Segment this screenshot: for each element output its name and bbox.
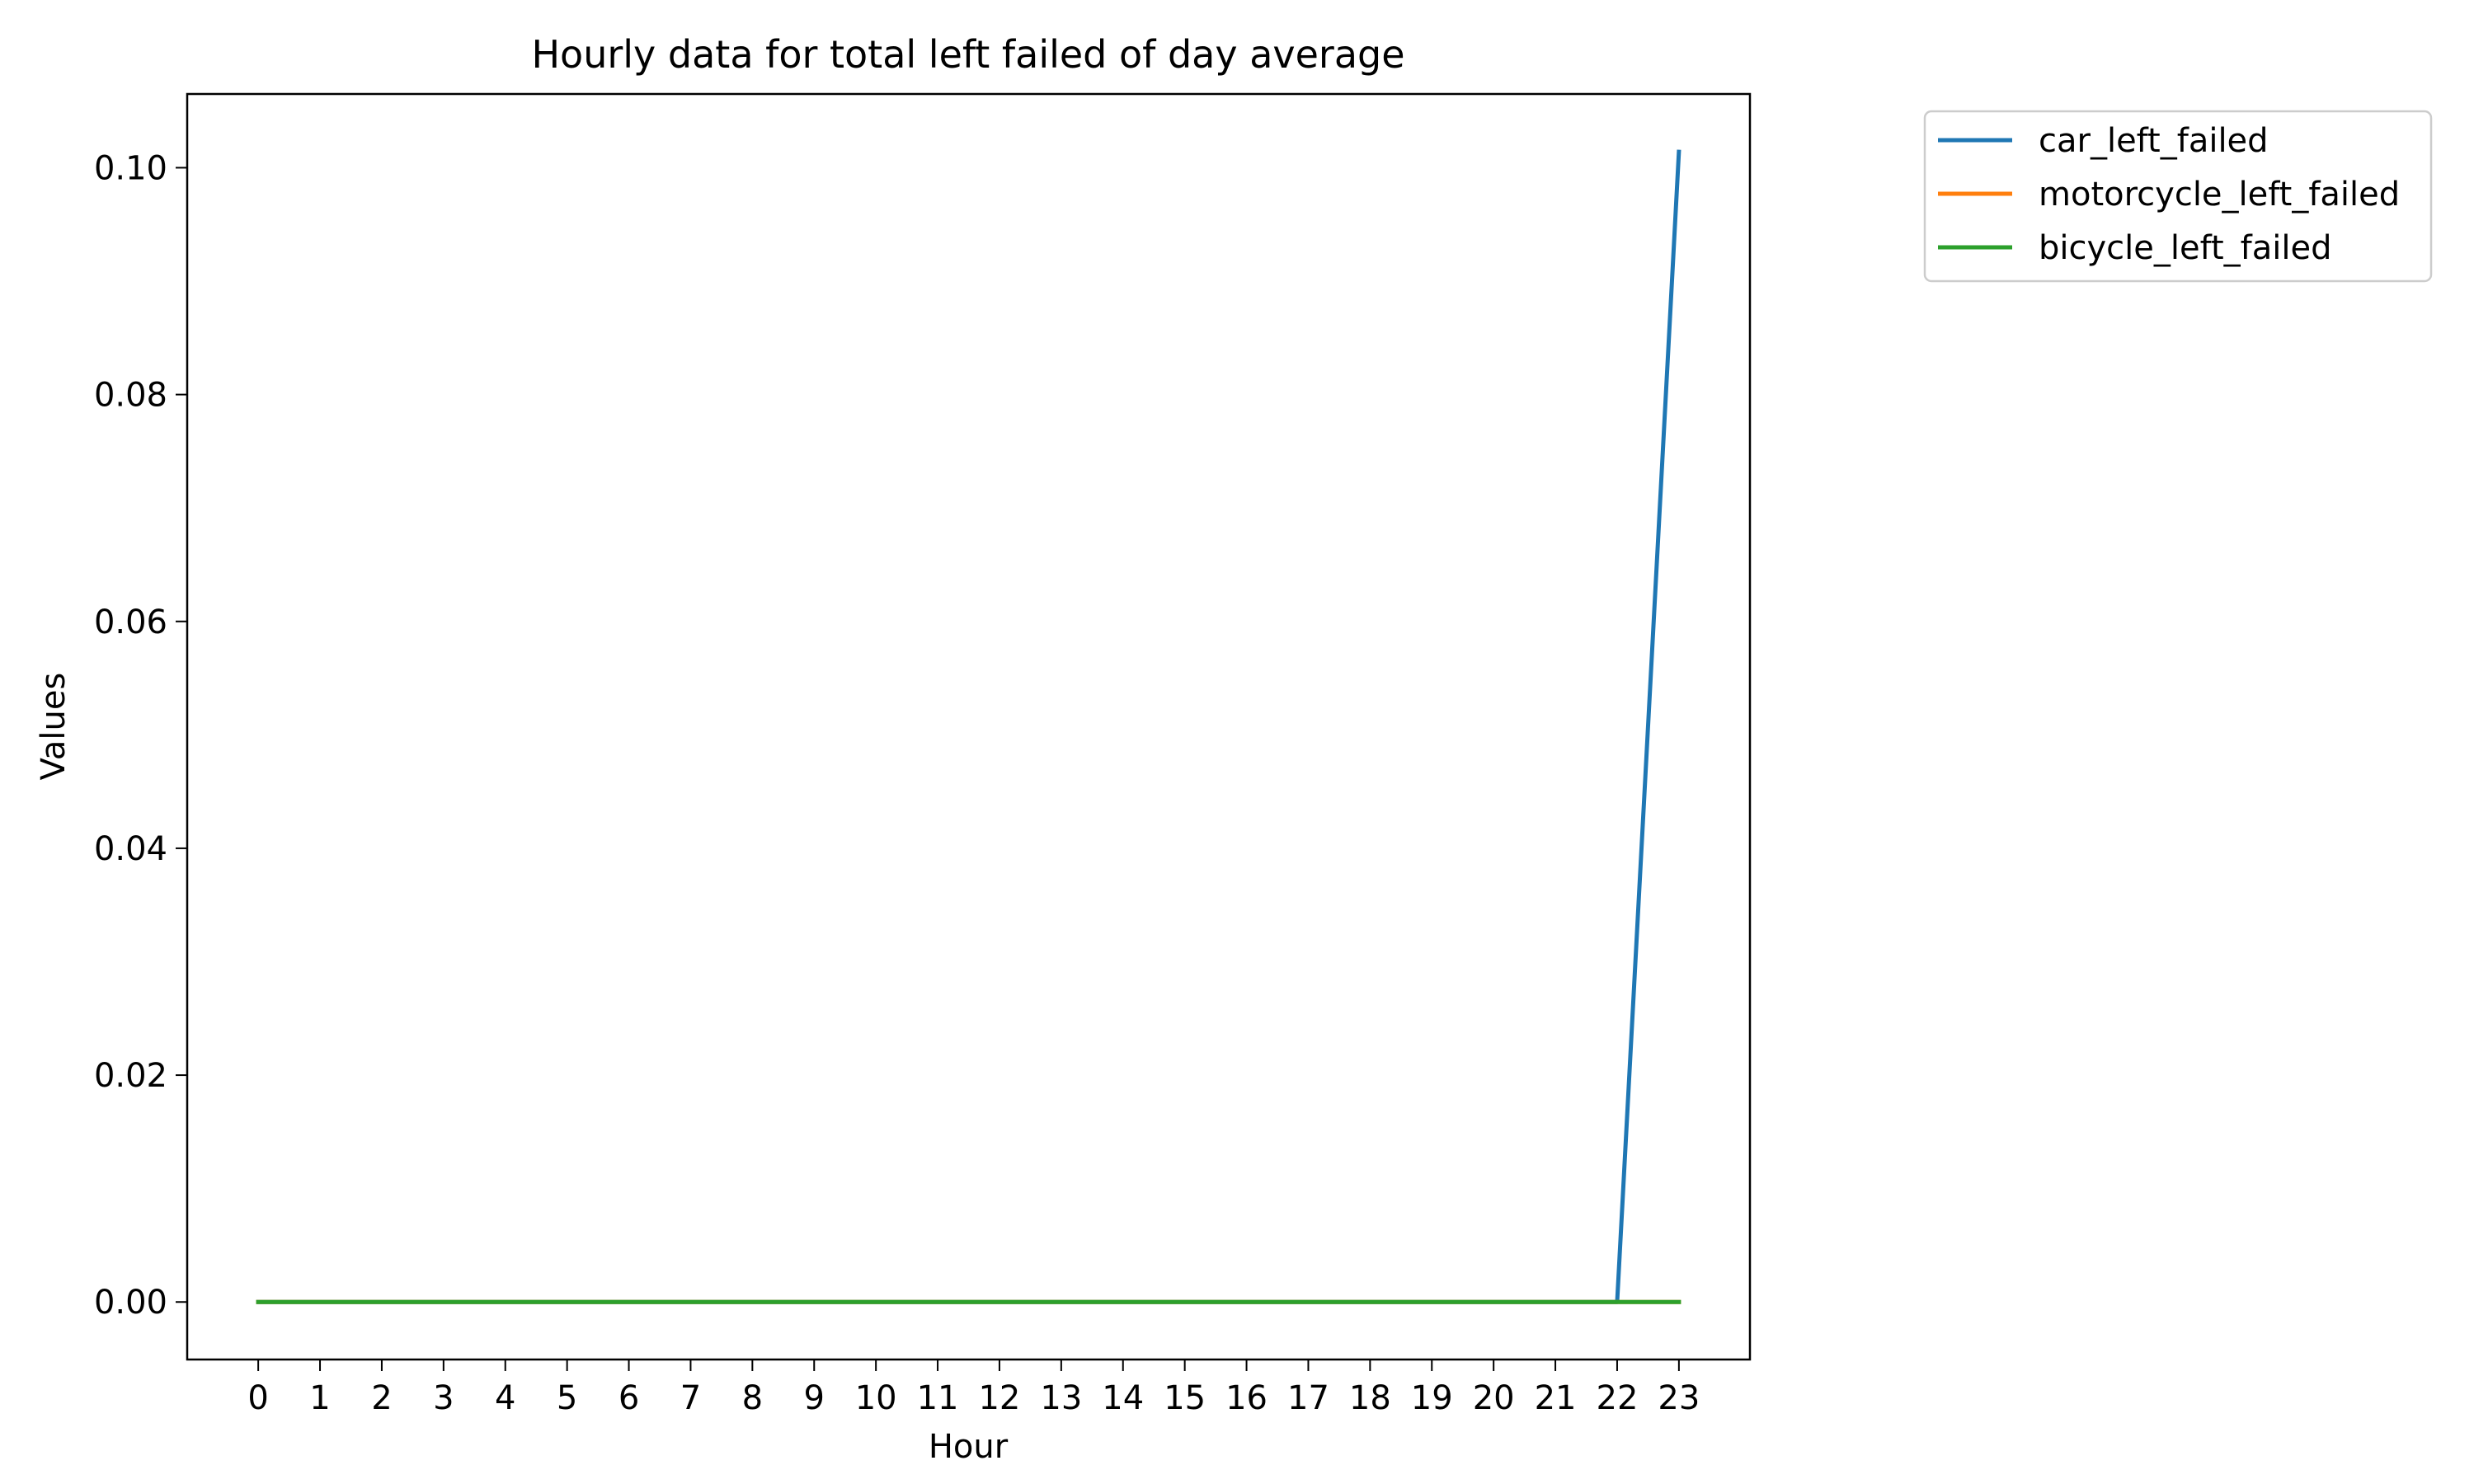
y-tick-label: 0.04 [94,830,167,868]
y-axis-label: Values [35,673,73,781]
x-tick-label: 18 [1349,1379,1391,1417]
x-tick-label: 20 [1473,1379,1515,1417]
plot-background [187,94,1750,1360]
x-tick-label: 7 [680,1379,701,1417]
x-tick-label: 11 [917,1379,959,1417]
x-tick-label: 9 [804,1379,825,1417]
x-tick-label: 15 [1164,1379,1206,1417]
x-tick-label: 13 [1040,1379,1082,1417]
plot-area [186,92,1752,1361]
x-tick-label: 14 [1102,1379,1144,1417]
x-tick-label: 19 [1411,1379,1453,1417]
y-tick-label: 0.06 [94,603,167,641]
x-tick-label: 2 [371,1379,392,1417]
x-tick-label: 5 [557,1379,577,1417]
y-tick-label: 0.02 [94,1057,167,1095]
x-axis: 0 1 2 3 4 5 6 7 8 9 10 11 12 13 14 15 16 17 18 19 20 21 22 23 [247,1360,1700,1417]
legend-label-car-left-failed: car_left_failed [2039,122,2269,160]
x-tick-label: 17 [1287,1379,1329,1417]
legend-label-bicycle-left-failed: bicycle_left_failed [2039,229,2332,267]
legend-label-motorcycle-left-failed: motorcycle_left_failed [2039,176,2400,214]
chart-title: Hourly data for total left failed of day… [531,32,1404,77]
x-tick-label: 3 [433,1379,454,1417]
legend: car_left_failed motorcycle_left_failedbic… [1923,110,2433,283]
legend-box [1923,110,2433,283]
x-tick-label: 1 [309,1379,330,1417]
x-tick-label: 0 [247,1379,268,1417]
y-axis: 0.00 0.02 0.04 0.06 0.08 0.10 [94,149,187,1322]
series-layer [256,149,1681,1304]
x-axis-label: Hour [929,1428,1009,1466]
x-tick-label: 6 [618,1379,639,1417]
x-tick-label: 21 [1535,1379,1577,1417]
x-tick-label: 8 [742,1379,763,1417]
x-tick-label: 12 [978,1379,1020,1417]
y-tick-label: 0.08 [94,377,167,415]
x-tick-label: 10 [855,1379,897,1417]
y-tick-label: 0.10 [94,149,167,187]
x-tick-label: 23 [1658,1379,1700,1417]
x-tick-label: 4 [495,1379,515,1417]
y-tick-label: 0.00 [94,1284,167,1322]
x-tick-label: 22 [1597,1379,1639,1417]
plot-frame [186,92,1752,1361]
x-tick-label: 16 [1225,1379,1268,1417]
